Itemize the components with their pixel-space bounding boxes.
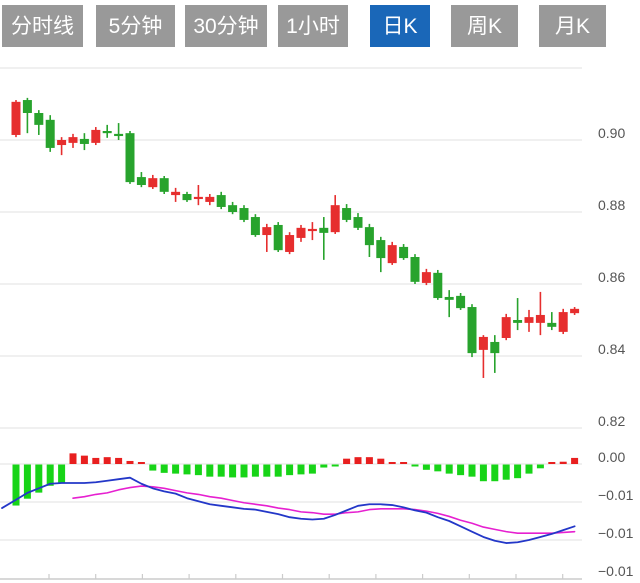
tab-30min[interactable]: 30分钟 xyxy=(185,5,267,47)
macd-axis-labels: 0.00 −0.01 −0.01 −0.01 xyxy=(598,449,634,579)
candles xyxy=(11,97,580,378)
dif-line xyxy=(1,476,576,544)
tab-5min[interactable]: 5分钟 xyxy=(96,5,175,47)
tab-time-line[interactable]: 分时线 xyxy=(2,5,83,47)
tab-label: 5分钟 xyxy=(108,14,163,38)
svg-text:0.88: 0.88 xyxy=(598,197,625,213)
svg-text:−0.01: −0.01 xyxy=(598,563,634,579)
tab-label: 1小时 xyxy=(286,14,340,38)
tab-monthly-k[interactable]: 月K xyxy=(539,5,606,47)
price-axis-labels: 0.90 0.88 0.86 0.84 0.82 xyxy=(598,125,625,429)
tab-1hour[interactable]: 1小时 xyxy=(278,5,348,47)
tab-label: 周K xyxy=(466,14,502,38)
tab-label: 分时线 xyxy=(11,14,74,38)
svg-text:0.86: 0.86 xyxy=(598,269,625,285)
macd-histogram xyxy=(12,453,579,506)
svg-text:−0.01: −0.01 xyxy=(598,525,634,541)
svg-text:0.82: 0.82 xyxy=(598,413,625,429)
tab-label: 日K xyxy=(382,14,418,38)
x-axis xyxy=(0,574,582,580)
tab-weekly-k[interactable]: 周K xyxy=(451,5,518,47)
tab-daily-k[interactable]: 日K xyxy=(370,5,430,47)
tab-label: 月K xyxy=(554,14,590,38)
svg-text:0.84: 0.84 xyxy=(598,341,625,357)
tab-label: 30分钟 xyxy=(193,14,259,38)
svg-text:0.90: 0.90 xyxy=(598,125,625,141)
dea-line xyxy=(72,485,576,534)
price-gridlines xyxy=(0,67,582,429)
svg-text:−0.01: −0.01 xyxy=(598,487,634,503)
svg-text:0.00: 0.00 xyxy=(598,449,625,465)
interval-tabbar: 分时线 5分钟 30分钟 1小时 日K 周K 月K xyxy=(0,5,640,47)
